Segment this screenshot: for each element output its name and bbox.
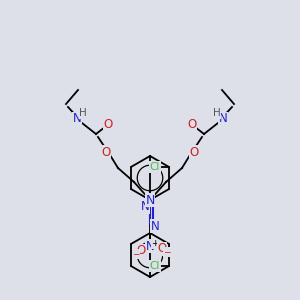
Text: Cl: Cl (150, 162, 160, 172)
Text: N: N (146, 239, 154, 253)
Text: Cl: Cl (150, 261, 160, 271)
Text: N: N (73, 112, 81, 125)
Text: −: − (163, 248, 171, 256)
Text: H: H (213, 108, 221, 118)
Text: O: O (136, 244, 146, 257)
Text: −: − (132, 250, 140, 259)
Text: O: O (103, 118, 112, 130)
Text: +: + (151, 239, 159, 248)
Text: H: H (79, 108, 87, 118)
Text: O: O (158, 242, 166, 256)
Text: O: O (101, 146, 111, 158)
Text: N: N (219, 112, 227, 125)
Text: N: N (151, 220, 159, 232)
Text: N: N (141, 200, 149, 214)
Text: N: N (145, 194, 155, 206)
Text: O: O (188, 118, 196, 130)
Text: O: O (189, 146, 199, 158)
